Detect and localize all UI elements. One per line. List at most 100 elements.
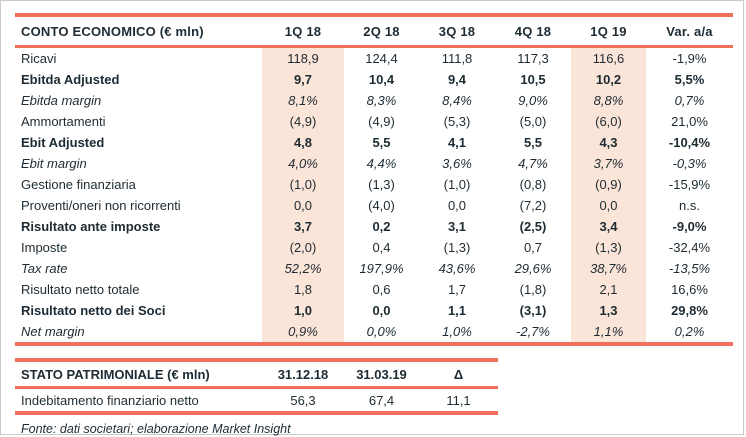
value-cell: 2,1 (571, 279, 646, 300)
value-cell: 11,1 (446, 392, 471, 408)
income-statement-row: Ebit margin 4,0% 4,4% 3,6% 4,7% 3,7% -0,3% (15, 153, 733, 174)
value-cell: n.s. (679, 198, 700, 213)
value-cell: 9,4 (447, 72, 467, 87)
value-cell: 29,6% (514, 261, 552, 276)
income-statement-row: Imposte (2,0) 0,4 (1,3) 0,7 (1,3) -32,4% (15, 237, 733, 258)
value-cell: 10,4 (368, 72, 395, 87)
column-header-3q18: 3Q 18 (438, 23, 476, 39)
value-cell: 117,3 (517, 51, 549, 66)
income-statement-header-row: CONTO ECONOMICO (€ mln) 1Q 18 2Q 18 3Q 1… (15, 15, 733, 47)
value-cell: (1,8) (519, 282, 547, 297)
value-cell: (3,1) (519, 303, 547, 318)
row-label: Gestione finanziaria (21, 177, 136, 192)
row-label: Tax rate (21, 261, 68, 276)
value-cell: (2,0) (262, 237, 344, 258)
column-header-1q19: 1Q 19 (590, 23, 627, 39)
value-cell: 0,9% (262, 321, 344, 344)
value-cell: 1,8 (262, 279, 344, 300)
row-label: Risultato netto dei Soci (21, 303, 166, 318)
income-statement-row: Tax rate 52,2% 197,9% 43,6% 29,6% 38,7% -13,5% (15, 258, 733, 279)
source-footnote: Fonte: dati societari; elaborazione Mark… (21, 422, 291, 436)
value-cell: 0,2% (674, 324, 705, 339)
income-statement-row: Net margin 0,9% 0,0% 1,0% -2,7% 1,1% 0,2% (15, 321, 733, 344)
value-cell: 111,8 (441, 51, 473, 66)
row-label: Net margin (21, 324, 85, 339)
value-cell: (5,0) (519, 114, 547, 129)
value-cell: (4,9) (262, 111, 344, 132)
value-cell: 9,0% (518, 93, 548, 108)
value-cell: (1,0) (262, 174, 344, 195)
column-header-2q18: 2Q 18 (363, 23, 400, 39)
value-cell: 3,4 (571, 216, 646, 237)
income-statement-row: Gestione finanziaria (1,0) (1,3) (1,0) (0,8)… (15, 174, 733, 195)
value-cell: 1,7 (447, 282, 467, 297)
balance-sheet-table: STATO PATRIMONIALE (€ mln) 31.12.18 31.0… (15, 358, 498, 415)
value-cell: 3,1 (447, 219, 467, 234)
value-cell: 21,0% (671, 114, 708, 129)
income-statement-table: CONTO ECONOMICO (€ mln) 1Q 18 2Q 18 3Q 1… (15, 13, 733, 346)
income-statement-title: CONTO ECONOMICO (€ mln) (21, 23, 204, 39)
column-header-311218: 31.12.18 (277, 366, 329, 382)
value-cell: 43,6% (438, 261, 476, 276)
row-label: Risultato ante imposte (21, 219, 161, 234)
row-label: Ebit margin (21, 156, 87, 171)
value-cell: (5,3) (443, 114, 471, 129)
income-statement-row: Risultato netto dei Soci 1,0 0,0 1,1 (3,1) 1,… (15, 300, 733, 321)
value-cell: 197,9% (359, 261, 404, 276)
income-statement-row: Ebit Adjusted 4,8 5,5 4,1 5,5 4,3 -10,4% (15, 132, 733, 153)
row-label: Ebitda Adjusted (21, 72, 120, 87)
value-cell: (1,3) (368, 177, 395, 192)
row-label: Ebitda margin (21, 93, 102, 108)
value-cell: 1,1% (571, 321, 646, 344)
value-cell: 5,5% (674, 72, 705, 87)
value-cell: 56,3 (290, 392, 316, 408)
value-cell: 0,7 (523, 240, 543, 255)
income-statement-row: Risultato netto totale 1,8 0,6 1,7 (1,8) 2,1 1… (15, 279, 733, 300)
row-label: Proventi/oneri non ricorrenti (21, 198, 181, 213)
value-cell: 118,9 (262, 46, 344, 69)
column-header-delta: Δ (453, 366, 464, 382)
value-cell: (1,3) (443, 240, 471, 255)
value-cell: 52,2% (262, 258, 344, 279)
value-cell: 4,1 (447, 135, 467, 150)
value-cell: 38,7% (571, 258, 646, 279)
value-cell: (4,0) (368, 198, 395, 213)
value-cell: 4,7% (518, 156, 548, 171)
value-cell: 8,4% (442, 93, 472, 108)
value-cell: -1,9% (672, 51, 707, 66)
value-cell: 1,1 (447, 303, 467, 318)
value-cell: 8,8% (571, 90, 646, 111)
value-cell: 0,6 (372, 282, 391, 297)
row-label: Imposte (21, 240, 68, 255)
row-label: Ebit Adjusted (21, 135, 105, 150)
value-cell: -9,0% (672, 219, 707, 234)
column-header-1q18: 1Q 18 (284, 23, 322, 39)
value-cell: 5,5 (523, 135, 543, 150)
column-header-310319: 31.03.19 (356, 366, 407, 382)
value-cell: 0,7% (674, 93, 705, 108)
income-statement-row: Ricavi 118,9 124,4 111,8 117,3 116,6 -1,9% (15, 46, 733, 69)
value-cell: (4,9) (368, 114, 395, 129)
value-cell: 4,3 (571, 132, 646, 153)
value-cell: 0,0 (447, 198, 467, 213)
value-cell: (1,3) (571, 237, 646, 258)
value-cell: 9,7 (262, 69, 344, 90)
balance-sheet-header-row: STATO PATRIMONIALE (€ mln) 31.12.18 31.0… (15, 360, 498, 388)
income-statement-row: Ebitda Adjusted 9,7 10,4 9,4 10,5 10,2 5,5% (15, 69, 733, 90)
row-label: Risultato netto totale (21, 282, 140, 297)
value-cell: 1,3 (571, 300, 646, 321)
value-cell: 1,0 (262, 300, 344, 321)
column-header-4q18: 4Q 18 (514, 23, 552, 39)
value-cell: (7,2) (519, 198, 547, 213)
value-cell: (2,5) (519, 219, 547, 234)
value-cell: 3,7% (571, 153, 646, 174)
value-cell: 16,6% (671, 282, 708, 297)
value-cell: -13,5% (668, 261, 711, 276)
income-statement-row: Ammortamenti (4,9) (4,9) (5,3) (5,0) (6,0) 21,… (15, 111, 733, 132)
value-cell: 5,5 (372, 135, 391, 150)
value-cell: 0,0 (372, 303, 391, 318)
balance-sheet-row: Indebitamento finanziario netto 56,3 67,4 1… (15, 388, 498, 414)
income-statement-row: Proventi/oneri non ricorrenti 0,0 (4,0) 0,0… (15, 195, 733, 216)
